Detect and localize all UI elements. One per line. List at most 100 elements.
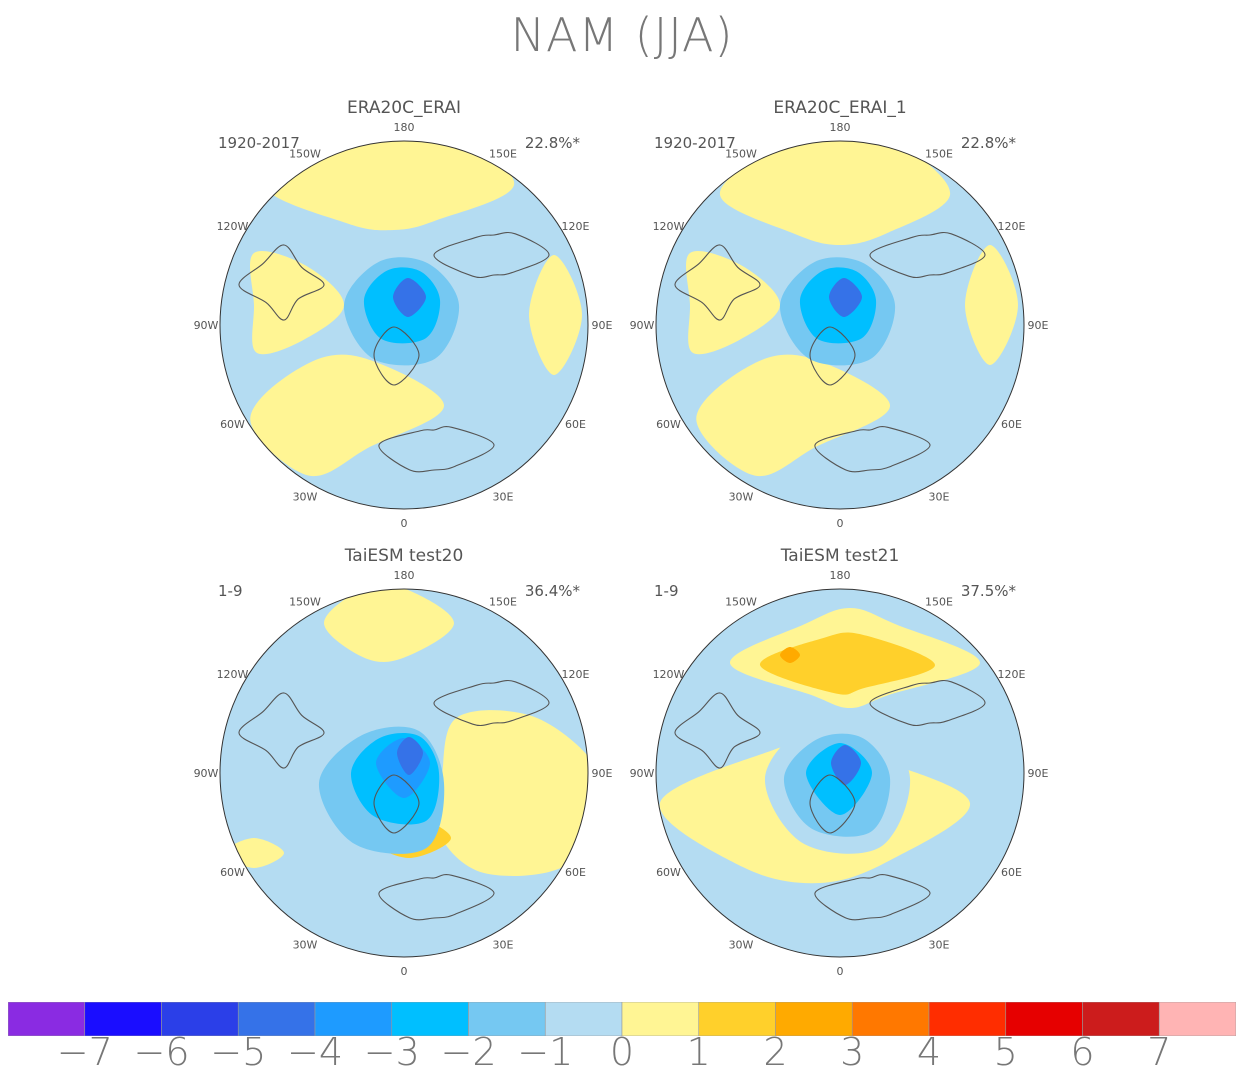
- longitude-label: 0: [401, 517, 408, 530]
- coastline: [373, 326, 420, 386]
- colorbar-swatch: [544, 1002, 623, 1036]
- colorbar-swatch: [928, 1002, 1007, 1036]
- map-panel-era20c-erai-1: 180 150E 120E 90E 60E 30E 0 30W 60W 90W 120W 150W E…: [610, 98, 1070, 538]
- anomaly-region-negative: [397, 737, 423, 775]
- colorbar-tick-label: −3: [363, 1030, 420, 1074]
- colorbar-swatch: [237, 1002, 316, 1036]
- longitude-label: 120E: [998, 668, 1026, 681]
- panel-title: TaiESM test20: [344, 546, 464, 566]
- map-border: [219, 140, 589, 510]
- coastline: [814, 874, 931, 921]
- longitude-label: 120W: [217, 668, 249, 681]
- longitude-label: 60E: [565, 418, 586, 431]
- anomaly-region-positive: [435, 710, 588, 876]
- longitude-label: 30E: [929, 939, 950, 952]
- polar-map: 180 150E 120E 90E 60E 30E 0 30W 60W 90W 120W 150W: [194, 121, 613, 530]
- map-border: [219, 588, 589, 958]
- coastline: [378, 426, 495, 473]
- longitude-label: 60W: [656, 866, 681, 879]
- longitude-label: 90W: [194, 767, 219, 780]
- longitude-label: 120W: [217, 220, 249, 233]
- anomaly-region-positive: [965, 245, 1018, 365]
- colorbar-swatch: [8, 1002, 86, 1036]
- longitude-label: 120W: [653, 220, 685, 233]
- longitude-label: 150W: [725, 596, 757, 609]
- panel-variance: 22.8%*: [960, 134, 1016, 152]
- longitude-label: 30E: [493, 939, 514, 952]
- colorbar-tick-label: −5: [210, 1030, 267, 1074]
- coastline: [809, 774, 856, 834]
- coastline: [378, 874, 495, 921]
- longitude-label: 30W: [729, 491, 754, 504]
- map-panel-taiesm-test20: 180 150E 120E 90E 60E 30E 0 30W 60W 90W 120W 150W T…: [174, 546, 634, 986]
- longitude-label: 90W: [194, 319, 219, 332]
- polar-map: 180 150E 120E 90E 60E 30E 0 30W 60W 90W 120W 150W: [194, 569, 613, 978]
- longitude-label: 180: [394, 121, 415, 134]
- longitude-label: 60W: [220, 866, 245, 879]
- longitude-label: 30E: [929, 491, 950, 504]
- colorbar-tick-label: −2: [440, 1030, 497, 1074]
- colorbar-swatch: [84, 1002, 162, 1036]
- map-border: [655, 588, 1025, 958]
- panel-title: TaiESM test21: [780, 546, 900, 566]
- longitude-label: 90W: [630, 319, 655, 332]
- coastline: [814, 426, 931, 473]
- anomaly-region-negative: [393, 278, 426, 317]
- colorbar-tick-label: 6: [1070, 1030, 1095, 1074]
- longitude-label: 30W: [293, 491, 318, 504]
- longitude-label: 150W: [289, 148, 321, 161]
- coastline: [238, 244, 325, 321]
- colorbar-swatch: [161, 1002, 239, 1036]
- longitude-label: 60E: [1001, 418, 1022, 431]
- longitude-label: 150E: [489, 148, 517, 161]
- panel-title: ERA20C_ERAI: [346, 98, 461, 118]
- anomaly-region-negative: [831, 745, 861, 785]
- colorbar-tick-label: 7: [1147, 1030, 1172, 1074]
- longitude-label: 90E: [592, 319, 613, 332]
- longitude-label: 150W: [289, 596, 321, 609]
- polar-map: 180 150E 120E 90E 60E 30E 0 30W 60W 90W 120W 150W: [630, 569, 1049, 978]
- anomaly-region-positive: [696, 354, 891, 477]
- longitude-label: 60E: [565, 866, 586, 879]
- colorbar-swatch: [1005, 1002, 1083, 1036]
- panel-years: 1920-2017: [218, 134, 300, 152]
- longitude-label: 90E: [592, 767, 613, 780]
- coastline: [674, 244, 761, 321]
- coastline: [869, 679, 986, 727]
- longitude-label: 150W: [725, 148, 757, 161]
- colorbar-swatch: [621, 1002, 700, 1036]
- longitude-label: 120E: [562, 220, 590, 233]
- coastline: [238, 692, 325, 769]
- polar-map: 180 150E 120E 90E 60E 30E 0 30W 60W 90W 120W 150W: [630, 121, 1049, 530]
- colorbar-swatch: [1158, 1002, 1236, 1036]
- longitude-label: 30W: [729, 939, 754, 952]
- anomaly-region-positive: [529, 255, 582, 375]
- map-panel-taiesm-test21: 180 150E 120E 90E 60E 30E 0 30W 60W 90W 120W 150W T…: [610, 546, 1070, 986]
- longitude-label: 120E: [998, 220, 1026, 233]
- anomaly-region-positive: [759, 632, 936, 695]
- colorbar-tick-label: 5: [993, 1030, 1018, 1074]
- coastline: [869, 231, 986, 279]
- longitude-label: 150E: [925, 148, 953, 161]
- panel-years: 1920-2017: [654, 134, 736, 152]
- anomaly-region-positive: [780, 647, 800, 663]
- longitude-label: 90E: [1028, 319, 1049, 332]
- coastline: [674, 692, 761, 769]
- longitude-label: 0: [837, 965, 844, 978]
- coastline: [433, 679, 550, 727]
- colorbar-tick-label: 2: [763, 1030, 788, 1074]
- panel-variance: 36.4%*: [524, 582, 580, 600]
- coastline: [433, 231, 550, 279]
- panel-years: 1-9: [654, 582, 679, 600]
- longitude-label: 30W: [293, 939, 318, 952]
- panel-years: 1-9: [218, 582, 243, 600]
- longitude-label: 0: [401, 965, 408, 978]
- colorbar-tick-label: −4: [286, 1030, 344, 1074]
- coastline: [809, 326, 856, 386]
- longitude-label: 30E: [493, 491, 514, 504]
- longitude-label: 60E: [1001, 866, 1022, 879]
- longitude-label: 90W: [630, 767, 655, 780]
- anomaly-region-positive: [249, 251, 345, 355]
- colorbar-tick-label: 3: [840, 1030, 865, 1074]
- colorbar-tick-label: 4: [916, 1030, 942, 1074]
